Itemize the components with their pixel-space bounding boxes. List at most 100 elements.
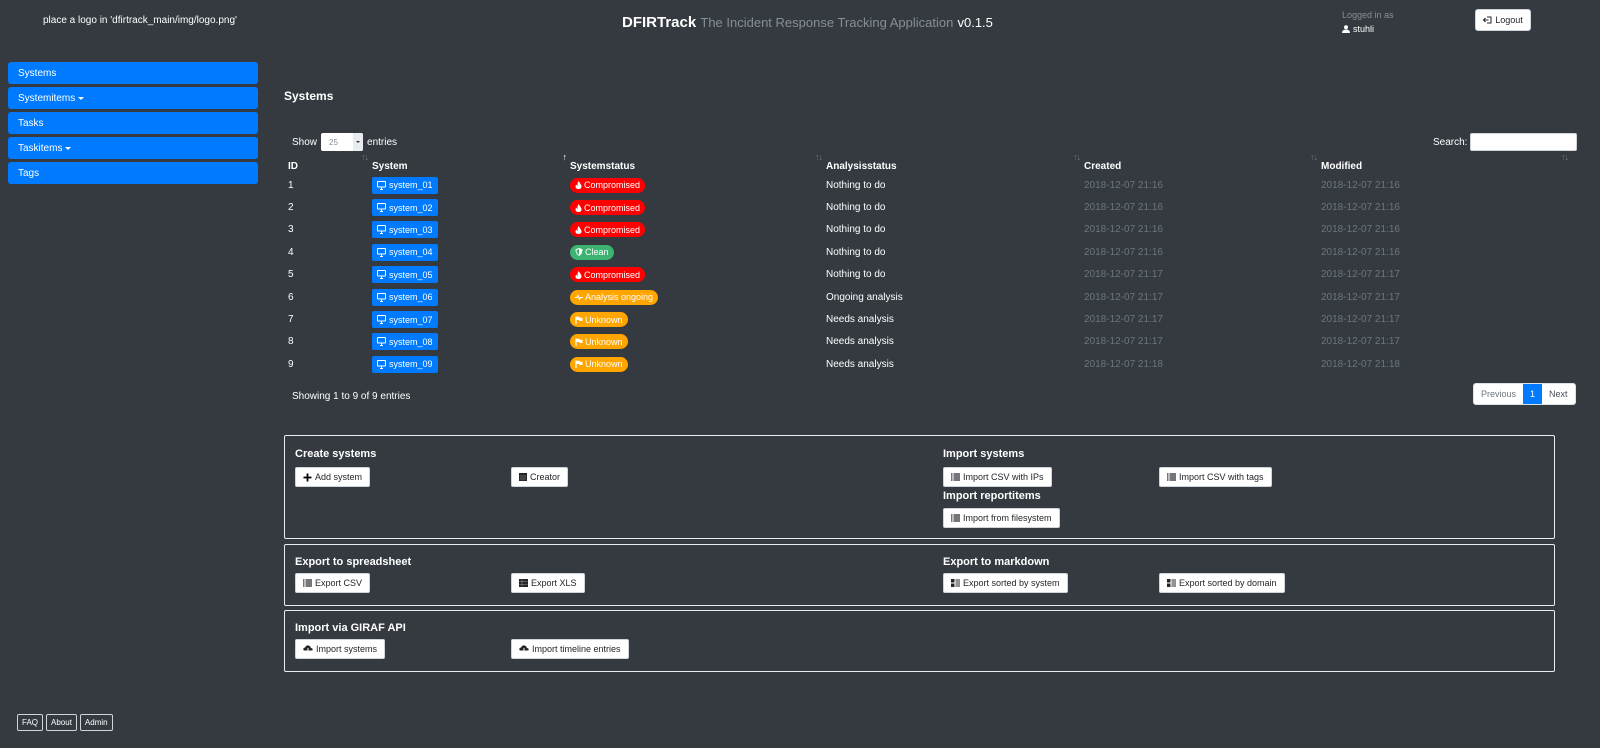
activity-icon	[575, 293, 583, 301]
system-link[interactable]: system_08	[372, 333, 438, 351]
cell-system: system_07	[372, 308, 570, 330]
page-title: Systems	[284, 89, 334, 103]
giraf-import-systems-button[interactable]: Import systems	[295, 639, 386, 659]
sidebar-item-tasks[interactable]: Tasks	[8, 112, 258, 134]
cell-modified: 2018-12-07 21:17	[1321, 291, 1400, 303]
cell-id: 8	[288, 336, 294, 348]
system-link[interactable]: system_05	[372, 266, 438, 284]
flag-icon	[575, 360, 583, 369]
sidebar-item-taskitems[interactable]: Taskitems	[8, 137, 258, 159]
pagination-page-1[interactable]: 1	[1523, 384, 1543, 404]
table-row: 4 system_04 Clean Nothing to do 2018-12-…	[288, 241, 1572, 263]
systemstatus-label: Clean	[585, 247, 609, 258]
cell-systemstatus: Compromised	[570, 264, 826, 286]
flag-icon	[575, 316, 583, 324]
add-system-button[interactable]: Add system	[295, 467, 371, 487]
admin-button[interactable]: Admin	[79, 714, 113, 731]
table-row: 1 system_01 Compromised Nothing to do 20…	[288, 174, 1572, 196]
logged-in-label: Logged in as	[1342, 10, 1394, 20]
giraf-heading: Import via GIRAF API	[295, 622, 406, 634]
monitor-icon	[377, 337, 386, 347]
table-row: 3 system_03 Compromised Nothing to do 20…	[288, 219, 1572, 241]
caret-down-icon	[78, 96, 85, 100]
cell-systemstatus: Clean	[570, 241, 826, 263]
fire-icon	[575, 225, 582, 234]
pagination-previous[interactable]: Previous	[1481, 389, 1517, 399]
cell-modified: 2018-12-07 21:17	[1321, 314, 1400, 326]
column-header-id[interactable]: ID ↑↓	[288, 152, 372, 174]
faq-button[interactable]: FAQ	[17, 714, 44, 731]
user-icon	[1342, 25, 1350, 33]
cell-id: 6	[288, 291, 294, 303]
app-title: DFIRTrack The Incident Response Tracking…	[622, 14, 993, 31]
cell-created: 2018-12-07 21:16	[1084, 224, 1163, 236]
export-csv-button[interactable]: Export CSV	[295, 573, 371, 593]
export-sorted-domain-button[interactable]: Export sorted by domain	[1159, 573, 1285, 593]
sidebar-item-label: Tasks	[18, 117, 44, 129]
sort-icon: ↑↓	[1073, 152, 1081, 162]
sidebar-item-systemitems[interactable]: Systemitems	[8, 87, 258, 109]
systemstatus-badge: Unknown	[570, 334, 628, 350]
cell-analysisstatus: Needs analysis	[826, 314, 894, 326]
import-csv-tags-button[interactable]: Import CSV with tags	[1159, 467, 1272, 487]
systemstatus-badge: Unknown	[570, 356, 628, 372]
systemstatus-badge: Compromised	[570, 222, 646, 238]
column-label: Analysisstatus	[826, 161, 897, 172]
button-label: Import timeline entries	[532, 644, 621, 654]
export-xls-button[interactable]: Export XLS	[511, 573, 585, 593]
brand-name: DFIRTrack	[622, 14, 697, 31]
system-link[interactable]: system_06	[372, 288, 438, 306]
creator-button[interactable]: Creator	[511, 467, 569, 487]
column-header-systemstatus[interactable]: Systemstatus ↑↓	[570, 152, 826, 174]
table-search: Search:	[1433, 133, 1578, 151]
column-header-modified[interactable]: Modified ↑↓	[1321, 152, 1572, 174]
column-header-analysisstatus[interactable]: Analysisstatus ↑↓	[826, 152, 1084, 174]
cell-analysisstatus: Nothing to do	[826, 202, 886, 214]
monitor-icon	[377, 315, 386, 325]
cell-created: 2018-12-07 21:17	[1084, 336, 1163, 348]
logout-button[interactable]: Logout	[1475, 9, 1531, 31]
systemstatus-badge: Compromised	[570, 267, 646, 283]
entries-select[interactable]: 25	[321, 133, 364, 151]
markdown-list-icon	[1167, 579, 1176, 587]
button-label: Creator	[530, 472, 561, 482]
cell-created: 2018-12-07 21:16	[1084, 246, 1163, 258]
flag-icon	[575, 338, 583, 346]
system-link[interactable]: system_04	[372, 243, 438, 261]
table-row: 9 system_09 Unknown Needs analysis 2018-…	[288, 353, 1572, 375]
cell-systemstatus: Compromised	[570, 174, 826, 196]
cell-analysisstatus: Needs analysis	[826, 358, 894, 370]
sidebar-item-systems[interactable]: Systems	[8, 62, 258, 84]
entries-value: 25	[329, 137, 338, 147]
cell-system: system_03	[372, 219, 570, 241]
system-link[interactable]: system_01	[372, 176, 438, 194]
system-link[interactable]: system_02	[372, 199, 438, 217]
import-filesystem-button[interactable]: Import from filesystem	[943, 508, 1060, 528]
system-link[interactable]: system_09	[372, 355, 438, 373]
systemstatus-label: Unknown	[585, 336, 623, 347]
system-link[interactable]: system_03	[372, 221, 438, 239]
sidebar-item-tags[interactable]: Tags	[8, 162, 258, 184]
cell-systemstatus: Compromised	[570, 219, 826, 241]
monitor-icon	[377, 292, 386, 302]
cell-systemstatus: Unknown	[570, 353, 826, 375]
system-link[interactable]: system_07	[372, 311, 438, 329]
system-name: system_07	[389, 314, 433, 325]
system-name: system_06	[389, 292, 433, 303]
export-sorted-system-button[interactable]: Export sorted by system	[943, 573, 1068, 593]
cell-systemstatus: Unknown	[570, 331, 826, 353]
giraf-import-panel: Import via GIRAF API Import systems Impo…	[284, 610, 1555, 672]
column-header-system[interactable]: System ↑	[372, 152, 570, 174]
about-button[interactable]: About	[46, 714, 77, 731]
search-input[interactable]	[1470, 133, 1578, 151]
create-systems-heading: Create systems	[295, 448, 377, 460]
column-header-created[interactable]: Created ↑↓	[1084, 152, 1321, 174]
import-csv-ips-button[interactable]: Import CSV with IPs	[943, 467, 1052, 487]
cloud-download-icon	[303, 645, 313, 653]
giraf-import-timeline-button[interactable]: Import timeline entries	[511, 639, 629, 659]
cell-system: system_01	[372, 174, 570, 196]
pagination-next[interactable]: Next	[1549, 389, 1568, 399]
systemstatus-label: Unknown	[585, 359, 623, 370]
footer-links: FAQ About Admin	[17, 714, 113, 731]
systemstatus-label: Analysis ongoing	[585, 292, 654, 303]
